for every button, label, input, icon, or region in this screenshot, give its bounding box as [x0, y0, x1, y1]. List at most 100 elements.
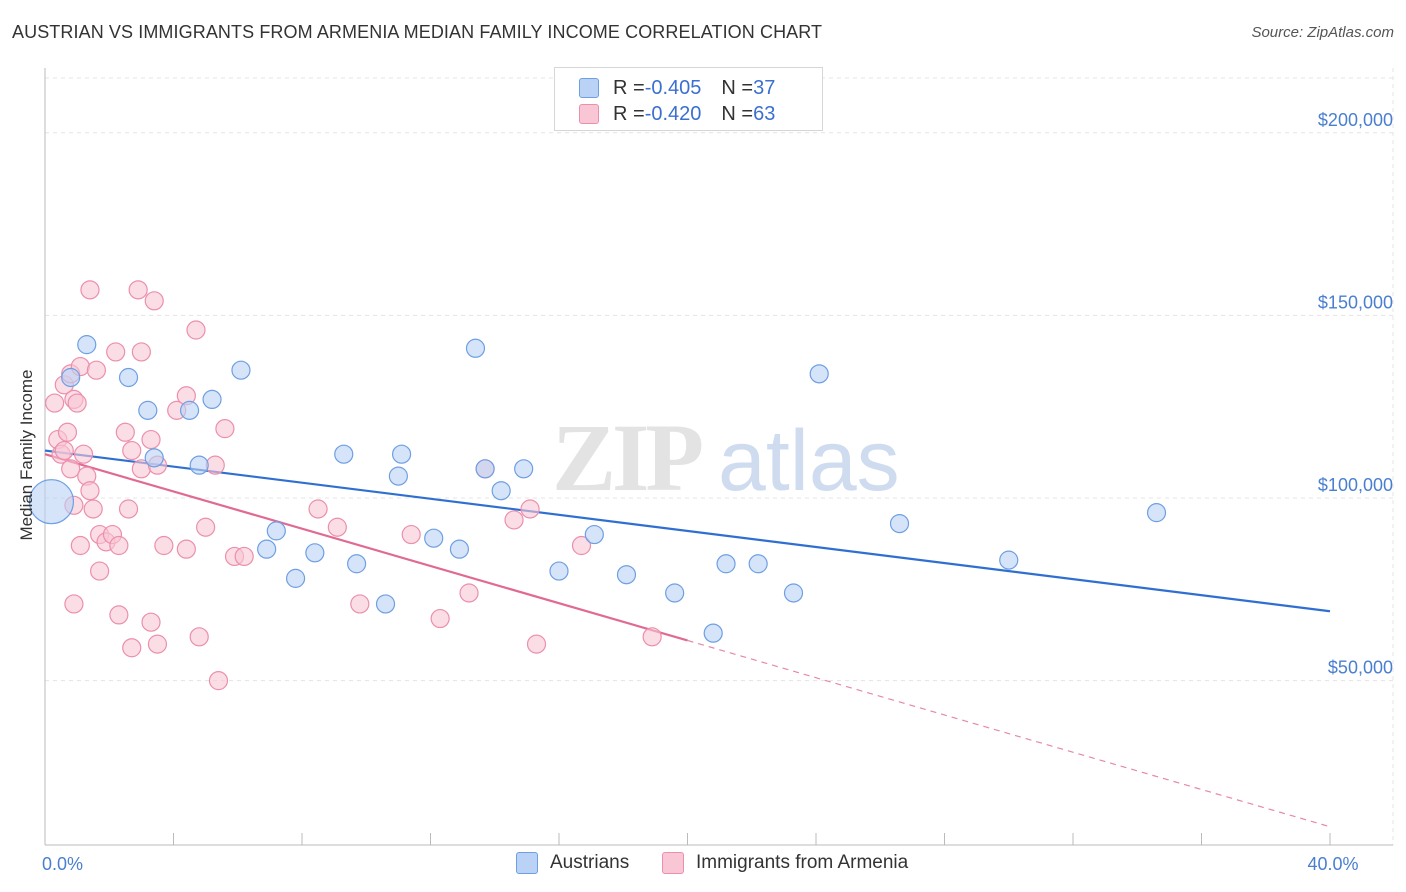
watermark-atlas: atlas	[718, 413, 900, 509]
trend-lines	[44, 449, 1331, 828]
data-point	[179, 400, 200, 420]
x-tick-label: 40.0%	[1307, 854, 1358, 874]
data-point	[208, 671, 229, 691]
data-point	[504, 510, 524, 530]
data-point	[514, 459, 534, 479]
data-point	[109, 535, 129, 556]
data-point	[189, 455, 209, 475]
legend-row-armenia: R = -0.420 N = 63	[579, 102, 775, 126]
data-point	[109, 605, 129, 625]
data-point	[475, 459, 495, 479]
data-point	[526, 634, 547, 654]
data-point	[215, 419, 235, 439]
data-point	[231, 360, 251, 380]
data-point	[28, 479, 75, 525]
legend-r-label: R =	[613, 76, 645, 99]
data-point	[83, 499, 103, 519]
data-point	[147, 634, 168, 654]
series-legend-armenia: Immigrants from Armenia	[662, 852, 908, 874]
data-point	[57, 422, 78, 442]
data-point	[430, 608, 450, 629]
data-point	[549, 561, 569, 581]
data-point	[642, 627, 662, 647]
data-point	[388, 466, 408, 486]
data-point	[196, 517, 216, 537]
data-point	[703, 623, 723, 643]
data-point	[141, 429, 161, 450]
legend-row-austrians: R = -0.405 N = 37	[579, 76, 775, 100]
data-point	[144, 448, 164, 468]
data-point	[61, 367, 81, 388]
data-point	[616, 565, 637, 585]
data-point	[889, 513, 910, 534]
data-point	[154, 535, 174, 556]
legend-swatch-austrians	[579, 78, 599, 98]
correlation-legend: R = -0.405 N = 37 R = -0.420 N = 63	[554, 67, 823, 131]
data-point	[202, 389, 222, 410]
trend-line-1	[44, 453, 688, 642]
data-point	[118, 367, 139, 388]
x-tick-labels: 0.0% 40.0%	[42, 854, 1359, 874]
data-point	[70, 535, 90, 556]
chart-title: AUSTRIAN VS IMMIGRANTS FROM ARMENIA MEDI…	[12, 22, 823, 42]
data-point	[449, 539, 470, 559]
series-swatch-austrians	[516, 852, 538, 874]
data-point	[401, 524, 421, 545]
data-point	[266, 521, 286, 541]
axes	[44, 68, 1393, 846]
y-tick-label: $100,000	[1318, 475, 1393, 495]
gridlines	[45, 68, 1394, 845]
legend-swatch-armenia	[579, 104, 599, 124]
data-point	[205, 455, 225, 475]
data-point	[999, 550, 1019, 570]
data-point	[144, 291, 164, 311]
data-point	[391, 444, 412, 464]
data-point	[491, 481, 511, 501]
data-point	[122, 440, 142, 461]
data-point	[138, 400, 158, 420]
data-point	[465, 338, 486, 358]
data-point	[64, 594, 84, 614]
data-point	[334, 444, 354, 464]
data-point	[122, 638, 142, 658]
x-tick-label: 0.0%	[42, 854, 83, 874]
series-legend: Austrians Immigrants from Armenia	[0, 852, 1406, 878]
legend-r-value: -0.405	[644, 76, 702, 99]
data-point	[106, 342, 126, 362]
source-credit: Source: ZipAtlas.com	[1251, 24, 1394, 41]
data-point	[141, 612, 161, 632]
legend-r-value: -0.420	[644, 102, 702, 125]
legend-n-value: 63	[753, 102, 776, 125]
data-point	[80, 481, 100, 501]
data-points	[28, 280, 1167, 691]
series-legend-austrians: Austrians	[516, 852, 629, 874]
legend-r-label: R =	[613, 102, 645, 125]
data-point	[327, 517, 347, 537]
data-point	[1146, 503, 1167, 523]
data-point	[257, 539, 277, 559]
data-point	[716, 554, 736, 574]
y-tick-label: $50,000	[1328, 658, 1393, 678]
data-point	[128, 280, 148, 300]
data-point	[176, 539, 196, 559]
data-point	[45, 393, 65, 413]
data-point	[67, 393, 87, 413]
data-point	[73, 444, 94, 464]
data-point	[189, 627, 209, 647]
series-label-armenia: Immigrants from Armenia	[696, 852, 909, 873]
data-point	[350, 594, 370, 614]
data-point	[783, 583, 804, 603]
y-tick-label: $150,000	[1318, 292, 1393, 312]
legend-n-label: N =	[721, 102, 754, 125]
data-point	[305, 543, 325, 563]
data-point	[748, 554, 768, 574]
data-point	[459, 583, 479, 603]
data-point	[424, 528, 444, 548]
data-point	[77, 335, 97, 355]
data-point	[131, 342, 151, 362]
data-point	[347, 554, 367, 574]
data-point	[86, 360, 107, 380]
legend-n-value: 37	[753, 76, 776, 99]
data-point	[186, 320, 206, 340]
